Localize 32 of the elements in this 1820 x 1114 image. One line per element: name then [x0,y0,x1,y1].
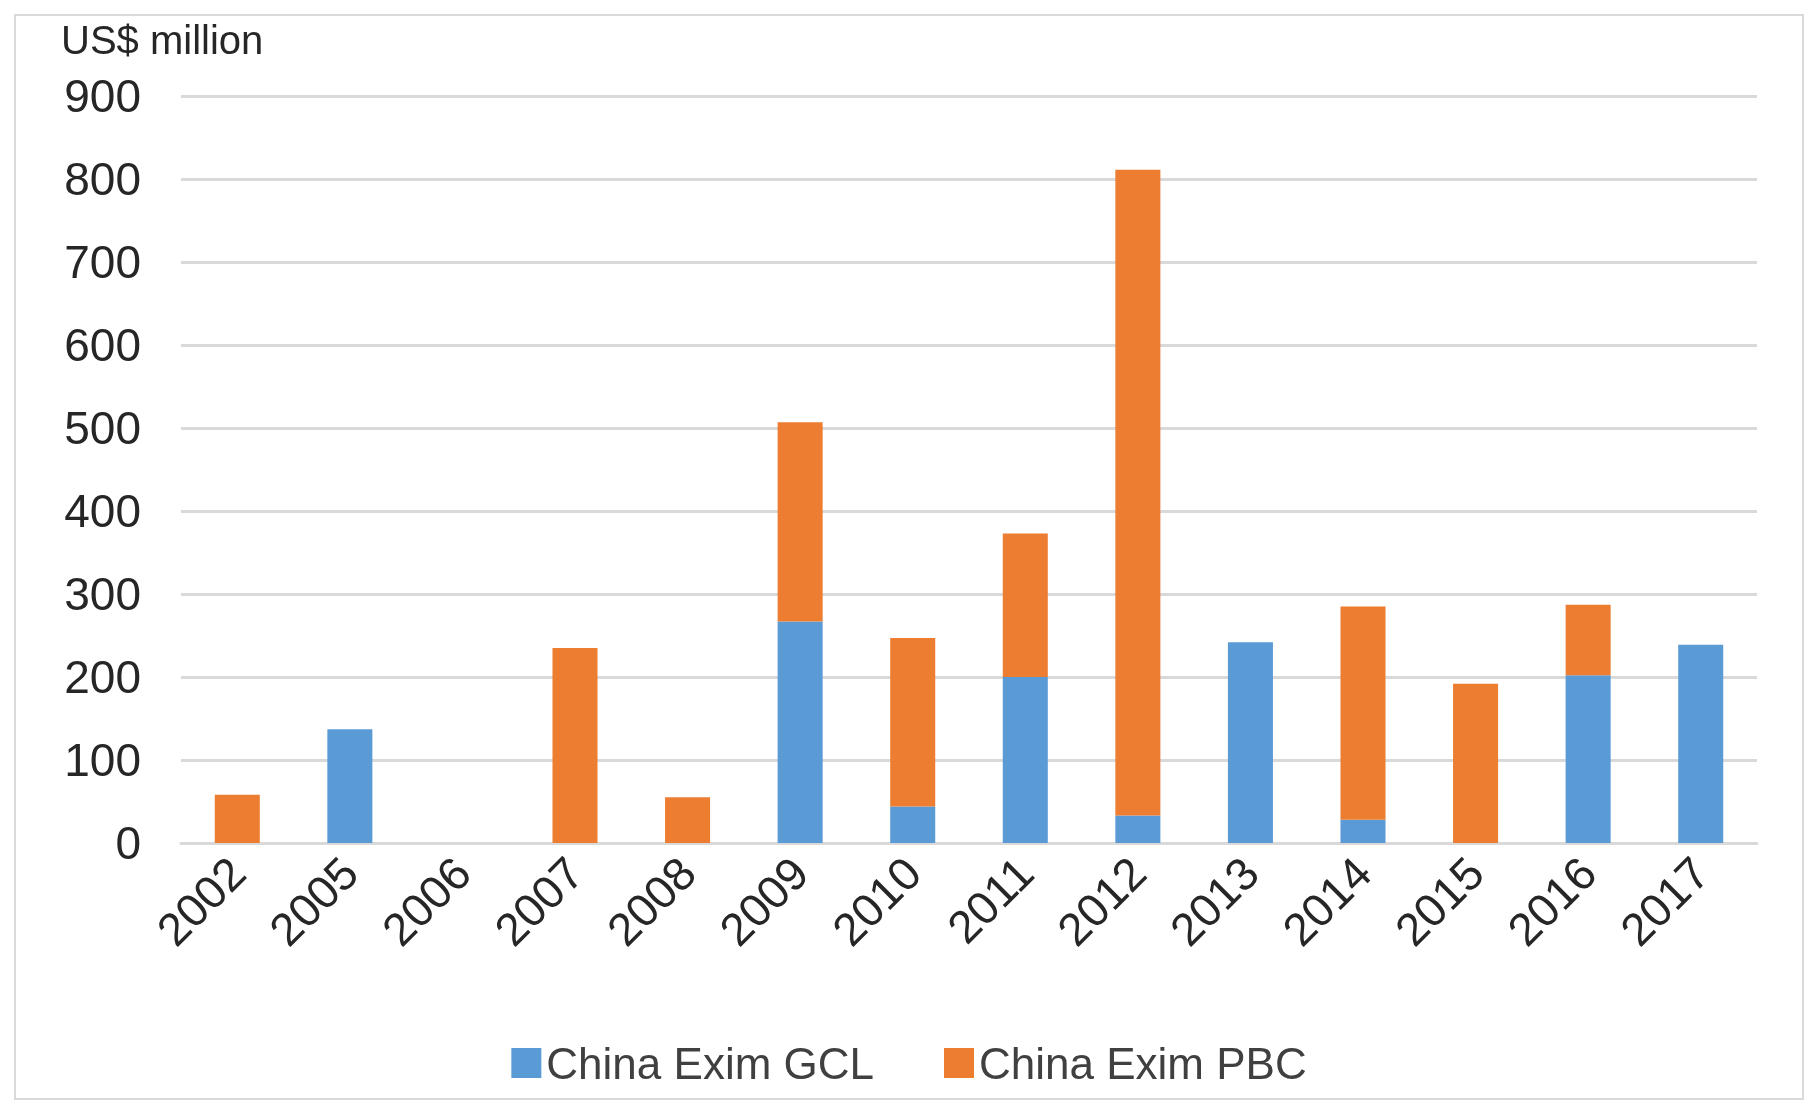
bar [1115,815,1161,843]
bar [1115,169,1161,816]
bar [665,797,711,843]
y-tick-label: 500 [64,402,141,454]
bar [1340,819,1386,843]
y-tick-label: 900 [64,70,141,122]
legend-label: China Exim GCL [546,1038,875,1088]
bar [1340,606,1386,820]
bar [552,647,598,843]
legend-label: China Exim PBC [979,1038,1307,1088]
y-axis-title: US$ million [61,18,264,62]
bar [890,637,936,807]
bar [1002,533,1048,677]
bar [1002,677,1048,843]
y-tick-label: 100 [64,734,141,786]
y-tick-label: 0 [115,817,141,869]
bar [777,621,823,843]
bar [1227,642,1273,843]
y-tick-label: 300 [64,568,141,620]
y-tick-label: 400 [64,485,141,537]
bar [214,794,260,843]
bar [890,806,936,843]
y-tick-label: 200 [64,651,141,703]
bar [1565,604,1611,676]
bar [327,729,373,843]
y-tick-label: 600 [64,319,141,371]
bar [1565,675,1611,843]
y-tick-label: 800 [64,153,141,205]
bar [1453,683,1499,843]
y-tick-label: 700 [64,236,141,288]
bar [777,422,823,622]
bar [1678,644,1724,843]
